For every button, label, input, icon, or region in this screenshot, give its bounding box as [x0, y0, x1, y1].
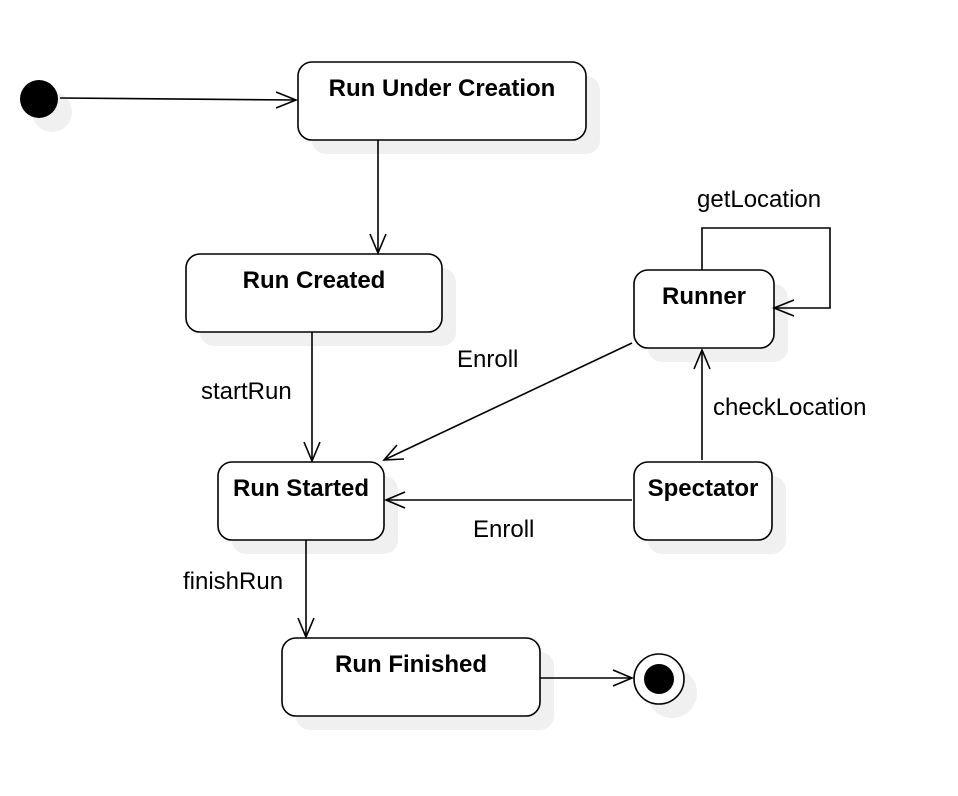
transition-enroll-spectator: Enroll — [383, 491, 632, 543]
transition-finish-run: finishRun — [183, 540, 315, 640]
transition-label-enroll-spectator: Enroll — [473, 516, 534, 543]
transition-label-get-location: getLocation — [697, 186, 821, 213]
state-label: Run Started — [233, 475, 369, 502]
transition-created — [369, 140, 387, 256]
state-label: Spectator — [648, 475, 759, 502]
transition-enroll-runner: Enroll — [382, 342, 633, 461]
state-run-created: Run Created — [185, 253, 456, 346]
state-label: Run Under Creation — [329, 75, 556, 102]
transition-label-check-location: checkLocation — [713, 394, 866, 421]
transition-label-enroll-runner: Enroll — [457, 346, 518, 373]
state-label: Run Finished — [335, 651, 487, 678]
state-run-started: Run Started — [217, 461, 398, 554]
state-label: Runner — [662, 283, 746, 310]
final-state — [633, 653, 697, 718]
transition-initial — [59, 91, 299, 109]
transition-label-start-run: startRun — [201, 378, 292, 405]
state-spectator: Spectator — [633, 461, 786, 554]
transition-get-location: getLocation — [697, 186, 831, 317]
transition-final — [540, 669, 635, 687]
initial-state — [20, 80, 72, 132]
state-run-finished: Run Finished — [281, 637, 554, 730]
state-run-under-creation: Run Under Creation — [297, 61, 600, 154]
state-label: Run Created — [243, 267, 386, 294]
transition-start-run: startRun — [201, 332, 321, 464]
transition-label-finish-run: finishRun — [183, 568, 283, 595]
state-runner: Runner — [633, 269, 788, 362]
transition-check-location: checkLocation — [693, 347, 866, 460]
